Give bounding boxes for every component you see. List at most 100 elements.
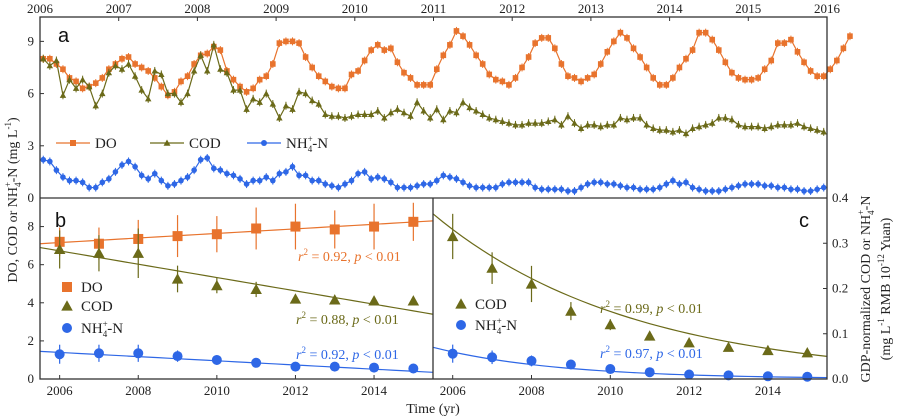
data-point-COD — [800, 123, 808, 130]
data-point-NH4N — [270, 177, 276, 184]
data-point-COD — [190, 67, 198, 74]
data-point-COD — [230, 86, 237, 93]
data-point-COD — [610, 121, 618, 128]
data-point-DO — [827, 66, 834, 73]
y-axis-title-right-line2: (mg L-1 RMB 10-12 Yuan) — [876, 217, 894, 360]
data-point-NH4N — [54, 349, 65, 360]
data-point-COD — [590, 121, 598, 128]
data-point-NH4N — [525, 179, 532, 186]
data-point-DO — [270, 61, 276, 67]
x-tick-label-top: 2011 — [421, 1, 447, 16]
y-tick-label-right: 0.1 — [832, 326, 848, 341]
x-tick-label-bottom: 2014 — [361, 383, 388, 398]
data-point-DO — [73, 78, 79, 85]
fit-line-circle — [432, 346, 828, 379]
data-point-DO — [361, 57, 368, 64]
data-point-COD — [762, 344, 774, 356]
data-point-COD — [466, 104, 473, 111]
data-point-DO — [552, 45, 558, 52]
data-point-NH4N — [243, 181, 250, 187]
data-point-DO — [309, 64, 315, 71]
data-point-DO — [840, 45, 847, 52]
data-point-DO — [820, 73, 827, 79]
data-point-NH4N — [447, 348, 458, 359]
data-point-NH4N — [453, 176, 460, 182]
data-point-DO — [643, 64, 650, 71]
x-tick-label-bottom: 2012 — [282, 383, 308, 398]
data-point-DO — [348, 71, 355, 78]
data-point-NH4N — [210, 165, 217, 172]
data-point-NH4N — [401, 184, 407, 191]
data-point-COD — [459, 99, 467, 105]
data-point-DO — [565, 73, 571, 79]
data-point-NH4N — [684, 369, 695, 380]
data-point-COD — [125, 60, 132, 67]
data-point-COD — [256, 99, 263, 105]
data-point-NH4N — [624, 184, 630, 191]
data-point-COD — [374, 107, 381, 114]
data-point-NH4N — [519, 179, 525, 186]
data-point-COD — [656, 126, 663, 133]
data-point-COD — [571, 119, 578, 126]
data-point-NH4N — [408, 363, 419, 374]
data-point-NH4N — [112, 169, 119, 175]
data-point-NH4N — [368, 176, 374, 182]
data-point-DO — [466, 42, 473, 48]
data-point-COD — [709, 119, 716, 126]
data-point-COD — [577, 125, 585, 131]
data-point-NH4N — [755, 181, 761, 187]
legend-label-nh4: NH+ 4-N — [286, 134, 328, 154]
data-point-COD — [367, 111, 375, 118]
data-point-DO — [597, 61, 604, 67]
data-point-NH4N — [499, 181, 506, 187]
legend-marker-cod — [455, 298, 467, 309]
data-point-COD — [158, 71, 165, 78]
data-point-NH4N — [532, 184, 538, 191]
panel-c: c 2006 2008 2010 2012 2014 0.0 0.1 0.2 0.3 0.4 r2 =… — [432, 190, 849, 398]
data-point-DO — [178, 78, 184, 85]
data-point-DO — [315, 73, 322, 79]
x-tick-label-top: 2014 — [657, 1, 684, 16]
data-point-NH4N — [643, 186, 650, 193]
data-point-COD — [440, 116, 447, 123]
data-point-COD — [394, 106, 401, 112]
data-point-COD — [335, 112, 342, 119]
legend-label-cod: COD — [189, 136, 221, 152]
x-tick-label-top: 2010 — [342, 1, 368, 16]
data-point-DO — [571, 75, 578, 81]
data-point-COD — [361, 111, 368, 118]
data-point-DO — [251, 223, 262, 234]
data-point-COD — [407, 112, 414, 119]
data-point-COD — [564, 112, 572, 119]
data-point-DO — [748, 76, 755, 83]
data-point-DO — [683, 55, 689, 62]
data-point-COD — [138, 86, 145, 93]
data-point-COD — [604, 121, 611, 128]
data-point-COD — [538, 119, 545, 126]
data-point-NH4N — [289, 163, 296, 170]
data-point-COD — [289, 106, 296, 112]
data-point-COD — [407, 295, 420, 306]
data-point-NH4N — [656, 184, 663, 191]
data-point-NH4N — [230, 172, 237, 179]
data-point-COD — [289, 293, 302, 304]
data-point-NH4N — [388, 179, 394, 186]
data-point-NH4N — [801, 188, 807, 194]
data-point-DO — [243, 89, 250, 95]
data-point-NH4N — [591, 179, 597, 186]
data-point-COD — [92, 102, 99, 109]
data-point-DO — [381, 47, 388, 53]
data-point-NH4N — [47, 158, 53, 165]
data-point-COD — [223, 69, 231, 76]
data-point-COD — [446, 230, 459, 242]
data-point-DO — [781, 40, 788, 46]
data-point-NH4N — [296, 172, 302, 179]
data-point-NH4N — [565, 359, 576, 370]
data-point-COD — [682, 130, 690, 137]
data-point-NH4N — [92, 184, 99, 191]
data-point-NH4N — [571, 188, 578, 194]
data-point-DO — [788, 36, 794, 43]
data-point-COD — [302, 90, 309, 97]
data-point-DO — [355, 68, 361, 74]
y-tick-label-a: 9 — [28, 33, 35, 48]
